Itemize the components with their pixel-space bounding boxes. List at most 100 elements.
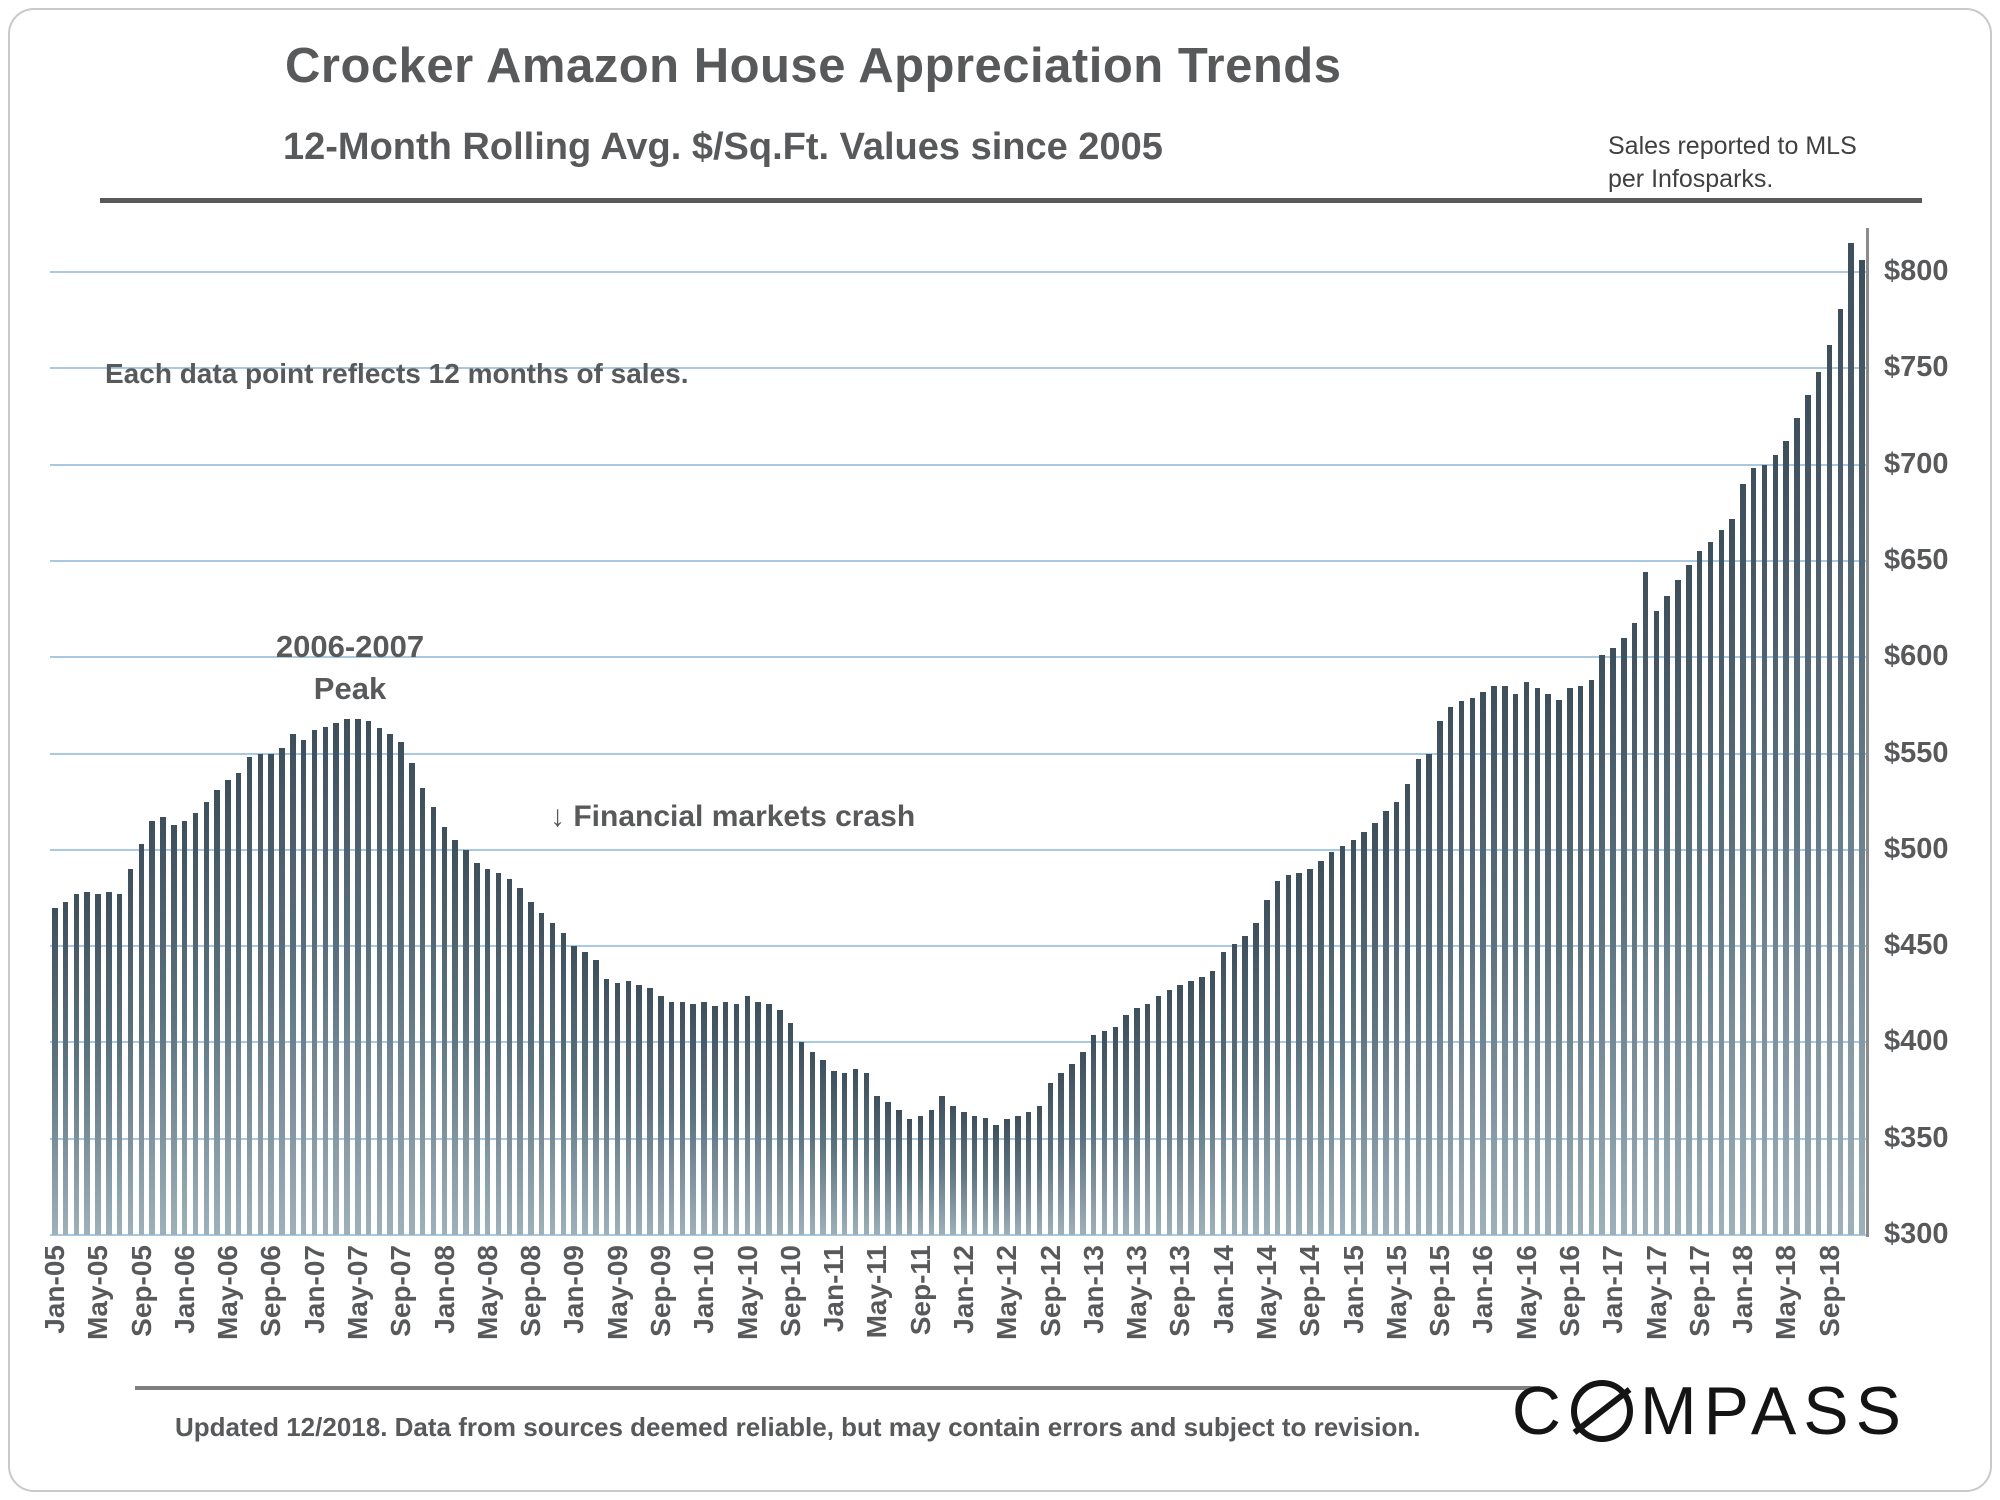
- bar: [906, 1119, 913, 1235]
- bar: [961, 1111, 967, 1235]
- page-subtitle: 12-Month Rolling Avg. $/Sq.Ft. Values si…: [283, 126, 1163, 168]
- bar: [1599, 655, 1605, 1235]
- gridline-650: [50, 559, 1868, 562]
- bar: [1750, 468, 1757, 1235]
- gridline-750: [50, 367, 1868, 370]
- bar: [1383, 811, 1389, 1235]
- x-tick-label: Jan-14: [1207, 1245, 1239, 1334]
- bar: [1534, 688, 1541, 1235]
- bar: [311, 730, 318, 1235]
- bar: [1783, 441, 1789, 1235]
- bar: [1361, 832, 1367, 1235]
- compass-logo-letter-c: C: [1511, 1373, 1568, 1449]
- y-tick-label: $350: [1884, 1121, 1949, 1154]
- x-tick-label: Jan-15: [1337, 1245, 1369, 1334]
- bar: [1253, 922, 1259, 1235]
- header-divider: [100, 198, 1922, 203]
- bar: [1112, 1026, 1118, 1235]
- bar: [1134, 1007, 1140, 1235]
- bar: [841, 1073, 848, 1235]
- y-tick-label: $700: [1884, 447, 1949, 480]
- bar: [549, 922, 556, 1235]
- bar: [506, 878, 512, 1235]
- bar: [1426, 753, 1432, 1235]
- gridline-300: [50, 1234, 1868, 1236]
- bar-chart-plot-area: [50, 230, 1868, 1236]
- bar: [517, 888, 523, 1235]
- x-tick-label: Jan-18: [1727, 1245, 1759, 1334]
- bar: [290, 734, 296, 1235]
- x-tick-label: Jan-09: [558, 1245, 590, 1334]
- bar: [1015, 1115, 1021, 1235]
- x-tick-label: May-06: [212, 1245, 244, 1340]
- x-tick-label: May-15: [1380, 1245, 1412, 1340]
- bar: [1296, 872, 1302, 1235]
- x-tick-label: May-08: [471, 1245, 503, 1340]
- bar: [1415, 759, 1421, 1235]
- gridline-550: [50, 752, 1868, 755]
- x-tick-label: May-17: [1640, 1245, 1672, 1340]
- bar: [52, 907, 58, 1235]
- y-tick-label: $550: [1884, 736, 1949, 769]
- bar: [625, 980, 632, 1235]
- bar: [885, 1102, 891, 1235]
- bar: [939, 1096, 945, 1235]
- bar: [1437, 720, 1443, 1235]
- annotation-peak: 2006-2007 Peak: [250, 626, 450, 710]
- bar: [1242, 936, 1248, 1235]
- bar: [560, 932, 567, 1235]
- compass-logo-slashed-o-icon: [1570, 1380, 1633, 1442]
- bar: [971, 1115, 978, 1235]
- bar: [982, 1117, 989, 1235]
- gridline-600: [50, 656, 1868, 659]
- bar: [1372, 822, 1378, 1235]
- gridline-500: [50, 848, 1868, 851]
- bar: [766, 1003, 772, 1235]
- bar: [1036, 1105, 1043, 1235]
- bar: [1123, 1015, 1129, 1235]
- bar: [1675, 580, 1681, 1235]
- bar: [1231, 944, 1238, 1235]
- x-tick-label: Sep-16: [1554, 1245, 1585, 1337]
- bar: [614, 982, 621, 1235]
- bar: [1220, 951, 1227, 1235]
- bar: [798, 1042, 805, 1235]
- x-tick-label: Sep-13: [1164, 1245, 1196, 1337]
- gridline-800: [50, 271, 1868, 273]
- bar: [268, 753, 274, 1235]
- bar: [138, 844, 145, 1235]
- compass-needle-icon: [1572, 1387, 1632, 1435]
- bar: [116, 894, 123, 1235]
- bar: [917, 1115, 924, 1235]
- bar: [1069, 1063, 1075, 1235]
- bar: [820, 1059, 826, 1235]
- bar: [225, 780, 231, 1235]
- bar: [1080, 1052, 1086, 1235]
- bar: [181, 820, 188, 1235]
- annotation-peak-line2: Peak: [313, 670, 387, 706]
- bar: [279, 747, 285, 1235]
- bar: [593, 959, 599, 1235]
- x-tick-label: Jan-16: [1467, 1245, 1499, 1334]
- x-tick-label: May-05: [82, 1245, 114, 1340]
- gridline-350: [50, 1137, 1868, 1140]
- bar: [1350, 840, 1357, 1235]
- bar: [463, 849, 469, 1235]
- x-tick-label: Jan-06: [168, 1245, 200, 1334]
- bar: [1177, 984, 1183, 1235]
- bar: [658, 996, 664, 1235]
- bar: [1837, 308, 1844, 1235]
- bar: [1686, 564, 1692, 1235]
- footer-divider: [135, 1386, 1540, 1390]
- y-tick-label: $450: [1884, 929, 1949, 962]
- x-tick-label: May-07: [342, 1245, 373, 1340]
- bar: [852, 1069, 859, 1235]
- bar: [1696, 551, 1703, 1235]
- bar: [690, 1003, 696, 1235]
- bar: [874, 1096, 880, 1235]
- x-tick-label: May-11: [861, 1245, 893, 1339]
- x-tick-label: Sep-05: [125, 1245, 157, 1337]
- bar: [863, 1073, 870, 1235]
- bar: [419, 788, 426, 1235]
- compass-logo: C MPASS: [1512, 1372, 1908, 1450]
